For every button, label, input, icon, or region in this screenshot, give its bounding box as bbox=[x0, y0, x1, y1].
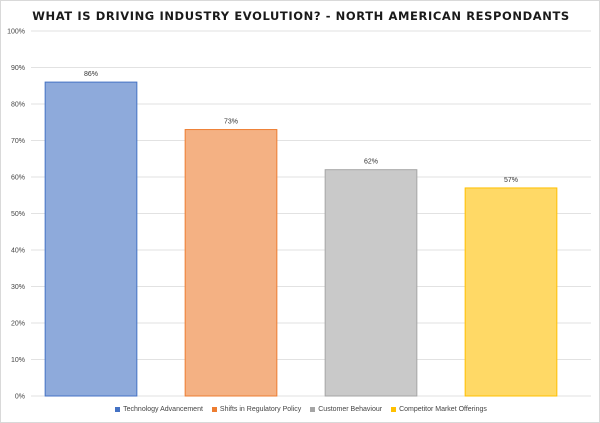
bar-value-label: 73% bbox=[224, 119, 238, 126]
bar-value-label: 62% bbox=[364, 159, 378, 166]
legend-item: Shifts in Regulatory Policy bbox=[211, 406, 302, 413]
legend-label: Competitor Market Offerings bbox=[399, 406, 487, 413]
y-tick-label: 10% bbox=[11, 357, 25, 364]
bar bbox=[44, 81, 138, 397]
y-tick-label: 90% bbox=[11, 65, 25, 72]
y-tick-label: 80% bbox=[11, 102, 25, 109]
legend-swatch bbox=[115, 407, 121, 412]
y-tick-label: 60% bbox=[11, 175, 25, 182]
chart-title: WHAT IS DRIVING INDUSTRY EVOLUTION? - NO… bbox=[32, 9, 570, 23]
y-tick-label: 30% bbox=[11, 284, 25, 291]
legend-swatch bbox=[211, 407, 217, 412]
y-tick-label: 0% bbox=[15, 394, 25, 401]
legend-item: Competitor Market Offerings bbox=[391, 406, 487, 413]
legend-item: Customer Behaviour bbox=[310, 406, 382, 413]
legend-label: Customer Behaviour bbox=[318, 406, 383, 413]
legend-label: Shifts in Regulatory Policy bbox=[219, 406, 302, 413]
legend-item: Technology Advancement bbox=[115, 406, 203, 413]
y-tick-label: 40% bbox=[11, 248, 25, 255]
legend-swatch bbox=[391, 407, 397, 412]
chart-legend: Technology Advancement Shifts in Regulato… bbox=[1, 406, 599, 413]
bar-value-label: 57% bbox=[504, 177, 518, 184]
legend-swatch bbox=[310, 407, 316, 412]
bar bbox=[324, 169, 418, 397]
bar-value-label: 86% bbox=[84, 71, 98, 78]
y-tick-label: 70% bbox=[11, 138, 25, 145]
bar bbox=[464, 187, 558, 397]
bar bbox=[184, 129, 278, 397]
legend-label: Technology Advancement bbox=[123, 406, 203, 413]
y-tick-label: 100% bbox=[7, 29, 25, 36]
y-tick-label: 20% bbox=[11, 321, 25, 328]
y-tick-label: 50% bbox=[11, 211, 25, 218]
